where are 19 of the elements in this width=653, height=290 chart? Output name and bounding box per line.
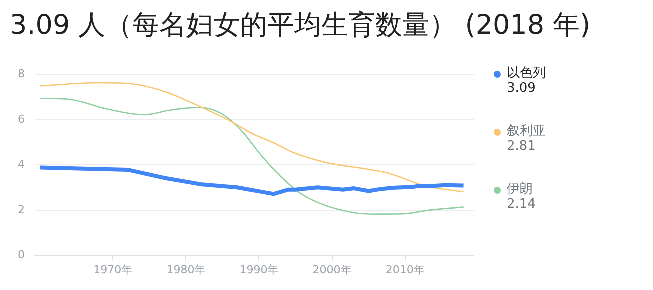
y-tick-label: 4 (18, 158, 25, 172)
text: 2.14 (507, 197, 536, 212)
x-tick-label: 2000年 (312, 263, 352, 276)
x-tick-label: 1980年 (166, 263, 206, 276)
y-tick-label: 6 (18, 112, 25, 126)
text: 2.81 (507, 139, 537, 154)
y-tick-label: 2 (18, 203, 25, 216)
legend-label: 伊朗 (507, 182, 534, 197)
line-series (39, 82, 464, 193)
y-tick-label: 0 (18, 248, 25, 262)
line-series (39, 98, 464, 215)
y-tick-label: 8 (18, 67, 25, 80)
text: 3.09 (507, 81, 537, 96)
chart-title: 3.09 人（每名妇女的平均生育数量） (2018 年) (10, 9, 592, 43)
legend-label: 叙利亚 (507, 124, 546, 139)
x-tick-label: 1990年 (240, 263, 279, 276)
x-tick-label: 1970年 (94, 263, 133, 276)
x-tick-label: 2010年 (386, 263, 425, 276)
legend-label: 以色列 (507, 66, 546, 81)
